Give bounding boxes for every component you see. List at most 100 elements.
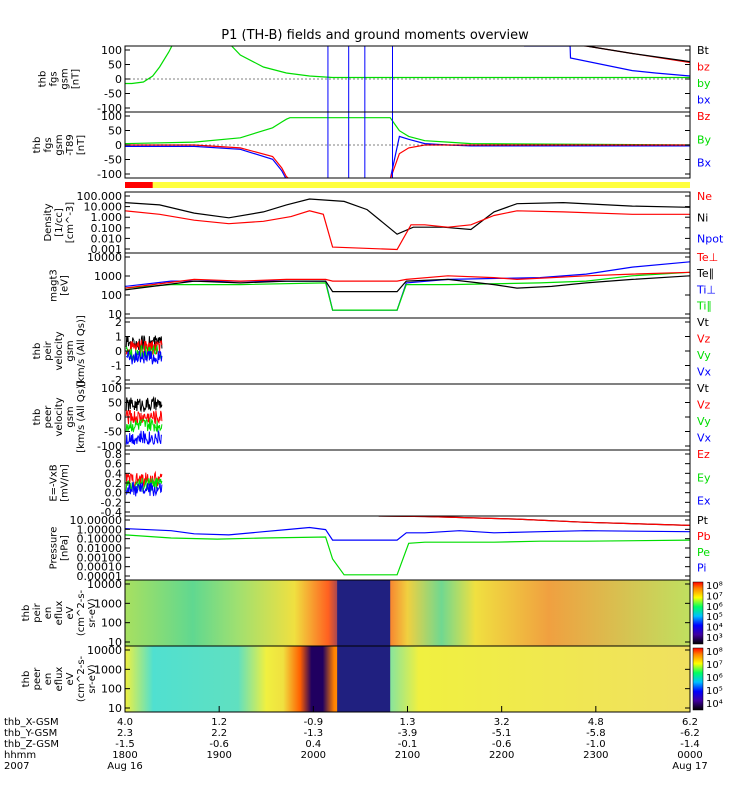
density-series-Ne: [125, 210, 690, 251]
xaxis-value: 1800: [112, 750, 137, 761]
density-legend-blue: Npot: [697, 233, 724, 246]
xaxis-value: -5.8: [586, 728, 606, 739]
peir_spec-ylabel: eV: [65, 606, 76, 619]
fgs_rot-legend-red: Bz: [697, 110, 711, 123]
fgs_rot-series-Bx: [125, 135, 690, 178]
xaxis-value: -3.9: [398, 728, 418, 739]
peer_vel-burst-green: [125, 418, 163, 433]
fgs_rot-legend-blue: Bx: [697, 157, 712, 170]
xaxis-value: -1.4: [680, 739, 700, 750]
fgs-ylabel: thb: [38, 71, 49, 88]
fgs-series-Bt: [573, 46, 690, 63]
xaxis-value: -6.2: [680, 728, 700, 739]
peer_vel-ylabel: gsm: [65, 406, 76, 427]
density-ytick-label: 0.010: [91, 232, 123, 245]
peir_vel-ytick-label: -1: [111, 360, 122, 373]
peer_spec-ytick-label: 100: [101, 683, 122, 696]
density-ylabel: Density: [43, 203, 54, 241]
peir_vel-ylabel: thb: [32, 343, 43, 360]
pressure-legend-green: Pe: [697, 546, 710, 559]
efield-ytick-label: 0.0: [105, 487, 123, 500]
peer_spec-colorbar-label: 10⁴: [706, 699, 723, 710]
pressure-ytick-label: 10.00000: [70, 514, 123, 527]
peer_vel-burst-red: [125, 409, 163, 425]
xaxis-value: Aug 16: [107, 761, 142, 772]
magt3-series-Te∥: [125, 275, 690, 293]
pressure-ytick-label: 0.10000: [77, 533, 123, 546]
xaxis-value: 4.0: [117, 717, 133, 728]
fgs-ytick-label: -100: [97, 102, 122, 115]
density-ytick-label: 0.100: [91, 222, 123, 235]
peir_vel-ytick-label: 0: [115, 345, 122, 358]
peer_vel-ytick-label: -50: [104, 426, 122, 439]
efield-ytick-label: 0.2: [105, 477, 123, 490]
fgs_rot-ylabel: -T89: [65, 134, 76, 156]
fgs_rot-ylabel: thb: [32, 137, 43, 154]
peir_spec-colorbar-label: 10⁴: [706, 623, 723, 634]
xaxis-value: 2000: [301, 750, 326, 761]
peer_spec-gap-band: [337, 646, 391, 712]
xaxis-value: -1.0: [586, 739, 606, 750]
peer_vel-legend-red: Vz: [697, 398, 711, 411]
xaxis-value: 2200: [489, 750, 514, 761]
plot-title: P1 (TH-B) fields and ground moments over…: [221, 28, 529, 43]
efield-ytick-label: 0.4: [105, 467, 123, 480]
peir_spec-ylabel: eflux: [54, 601, 65, 626]
density-frame: [124, 191, 691, 254]
peir_vel-ylabel: [km/s (All Qs)]: [76, 315, 87, 387]
pressure-series-Pi: [125, 526, 690, 541]
xaxis-value: 0000: [677, 750, 702, 761]
peir_spec-ylabel: (cm^2-s-: [76, 589, 87, 636]
peir_spec-colorbar-label: 10³: [706, 633, 723, 644]
density-ytick-label: 1.000: [91, 211, 123, 224]
peir_vel-ytick-label: 1: [115, 331, 122, 344]
peer_vel-legend-black: Vt: [697, 382, 710, 395]
magt3-legend-blue: Ti⊥: [696, 283, 716, 296]
pressure-ytick-label: 0.00010: [77, 561, 123, 574]
peer_spec-colorbar-label: 10⁷: [706, 660, 723, 671]
peer_spec-ylabel: sr-eV): [87, 664, 98, 693]
xaxis-value: 0.4: [305, 739, 321, 750]
peir_vel-ytick-label: -2: [111, 374, 122, 387]
efield-burst-blue: [125, 481, 163, 497]
xaxis-value: 4.8: [588, 717, 604, 728]
magt3-legend-green: Ti∥: [696, 300, 712, 313]
peir_spec-ytick-label: 100: [101, 617, 122, 630]
density-ytick-label: 10.000: [84, 201, 123, 214]
status-bar-red-segment: [125, 182, 153, 188]
peir_spec-gap-band: [337, 580, 391, 646]
efield-ytick-label: -0.4: [101, 506, 122, 519]
peir_vel-burst-blue: [125, 350, 163, 365]
peer_spec-ylabel: peer: [32, 667, 43, 691]
peir_vel-legend-black: Vt: [697, 316, 710, 329]
density-ytick-label: 100.000: [77, 190, 123, 203]
magt3-ytick-label: 1000: [94, 270, 122, 283]
xaxis-row-label: thb_Z-GSM: [4, 739, 59, 750]
xaxis-value: 1.3: [400, 717, 416, 728]
peir_spec-spectrogram: [125, 580, 690, 646]
pressure-ytick-label: 0.00001: [77, 570, 123, 583]
fgs_rot-ytick-label: 0: [115, 139, 122, 152]
xaxis-value: 2.2: [211, 728, 227, 739]
xaxis-value: -0.6: [492, 739, 512, 750]
magt3-series-Ti⊥: [125, 261, 690, 311]
efield-ylabel: E=-VxB: [49, 464, 60, 501]
xaxis-value: 6.2: [682, 717, 698, 728]
xaxis-value: -5.1: [492, 728, 512, 739]
magt3-legend-black: Te∥: [696, 267, 714, 280]
pressure-ylabel: [nPa]: [60, 535, 71, 561]
efield-ytick-label: 0.8: [105, 448, 123, 461]
efield-legend-blue: Ex: [697, 495, 711, 508]
peer_spec-ytick-label: 10000: [87, 644, 122, 657]
density-ytick-label: 0.001: [91, 243, 123, 256]
magt3-legend-red: Te⊥: [696, 251, 718, 264]
pressure-series-Pe: [125, 534, 690, 576]
pressure-ylabel: Pressure: [49, 527, 60, 570]
density-series-Ni: [125, 198, 690, 235]
peir_spec-ytick-label: 10: [108, 636, 122, 649]
fgs_rot-ytick-label: -100: [97, 168, 122, 181]
peir_vel-legend-green: Vy: [697, 349, 711, 362]
xaxis-value: -0.1: [398, 739, 418, 750]
status-bar: [125, 182, 690, 188]
